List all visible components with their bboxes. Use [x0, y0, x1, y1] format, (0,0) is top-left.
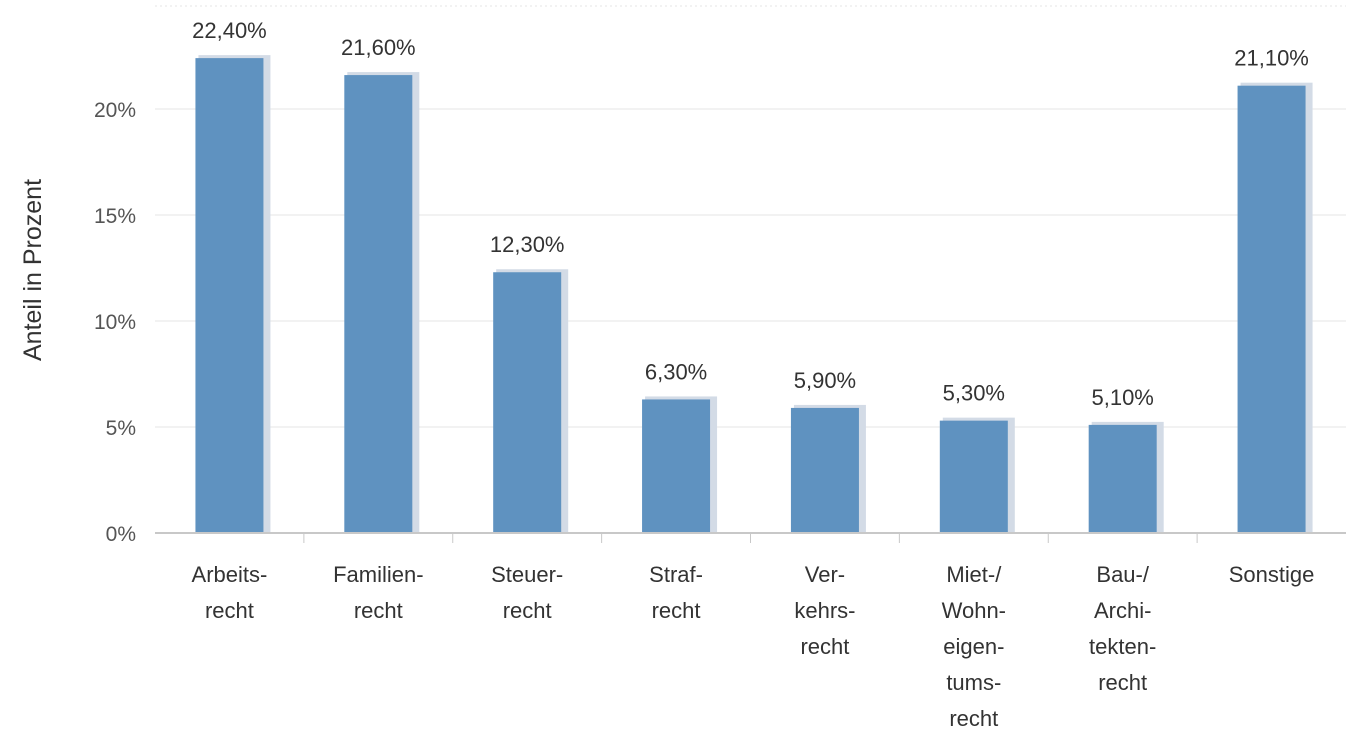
category-label: Sonstige — [1229, 562, 1315, 587]
bar — [1088, 424, 1157, 533]
y-tick-label: 10% — [94, 311, 136, 334]
gridlines — [155, 5, 1346, 428]
y-tick-label: 20% — [94, 99, 136, 122]
bar — [1237, 85, 1306, 534]
y-tick-label: 5% — [106, 417, 136, 440]
category-label: Steuer-recht — [491, 562, 563, 623]
bars — [195, 55, 1313, 534]
y-tick-label: 0% — [106, 523, 136, 546]
bar — [790, 407, 859, 533]
bar — [344, 75, 413, 533]
category-label: Straf-recht — [649, 562, 703, 623]
data-label: 5,10% — [1091, 385, 1153, 410]
data-label: 22,40% — [192, 18, 267, 43]
category-label: Familien-recht — [333, 562, 423, 623]
bar — [939, 420, 1008, 533]
data-label: 5,30% — [943, 381, 1005, 406]
data-label: 6,30% — [645, 359, 707, 384]
y-axis-title: Anteil in Prozent — [19, 179, 47, 361]
y-tick-label: 15% — [94, 205, 136, 228]
x-axis: 0% 5% 10% 15% 20% Arbeits-recht Familien-recht… — [94, 99, 1346, 731]
data-labels: 22,40% 21,60% 12,30% 6,30% 5,90% 5,30% 5,10% 21… — [192, 18, 1309, 410]
data-label: 21,10% — [1234, 46, 1309, 71]
data-label: 21,60% — [341, 35, 416, 60]
category-label: Miet-/Wohn-eigen-tums-recht — [942, 562, 1006, 731]
category-label: Arbeits-recht — [192, 562, 268, 623]
bar — [493, 272, 562, 533]
bar — [195, 58, 264, 534]
bar — [642, 399, 711, 533]
data-label: 12,30% — [490, 232, 565, 257]
category-label: Bau-/Archi-tekten-recht — [1089, 562, 1156, 695]
category-label: Ver-kehrs-recht — [794, 562, 855, 659]
data-label: 5,90% — [794, 368, 856, 393]
